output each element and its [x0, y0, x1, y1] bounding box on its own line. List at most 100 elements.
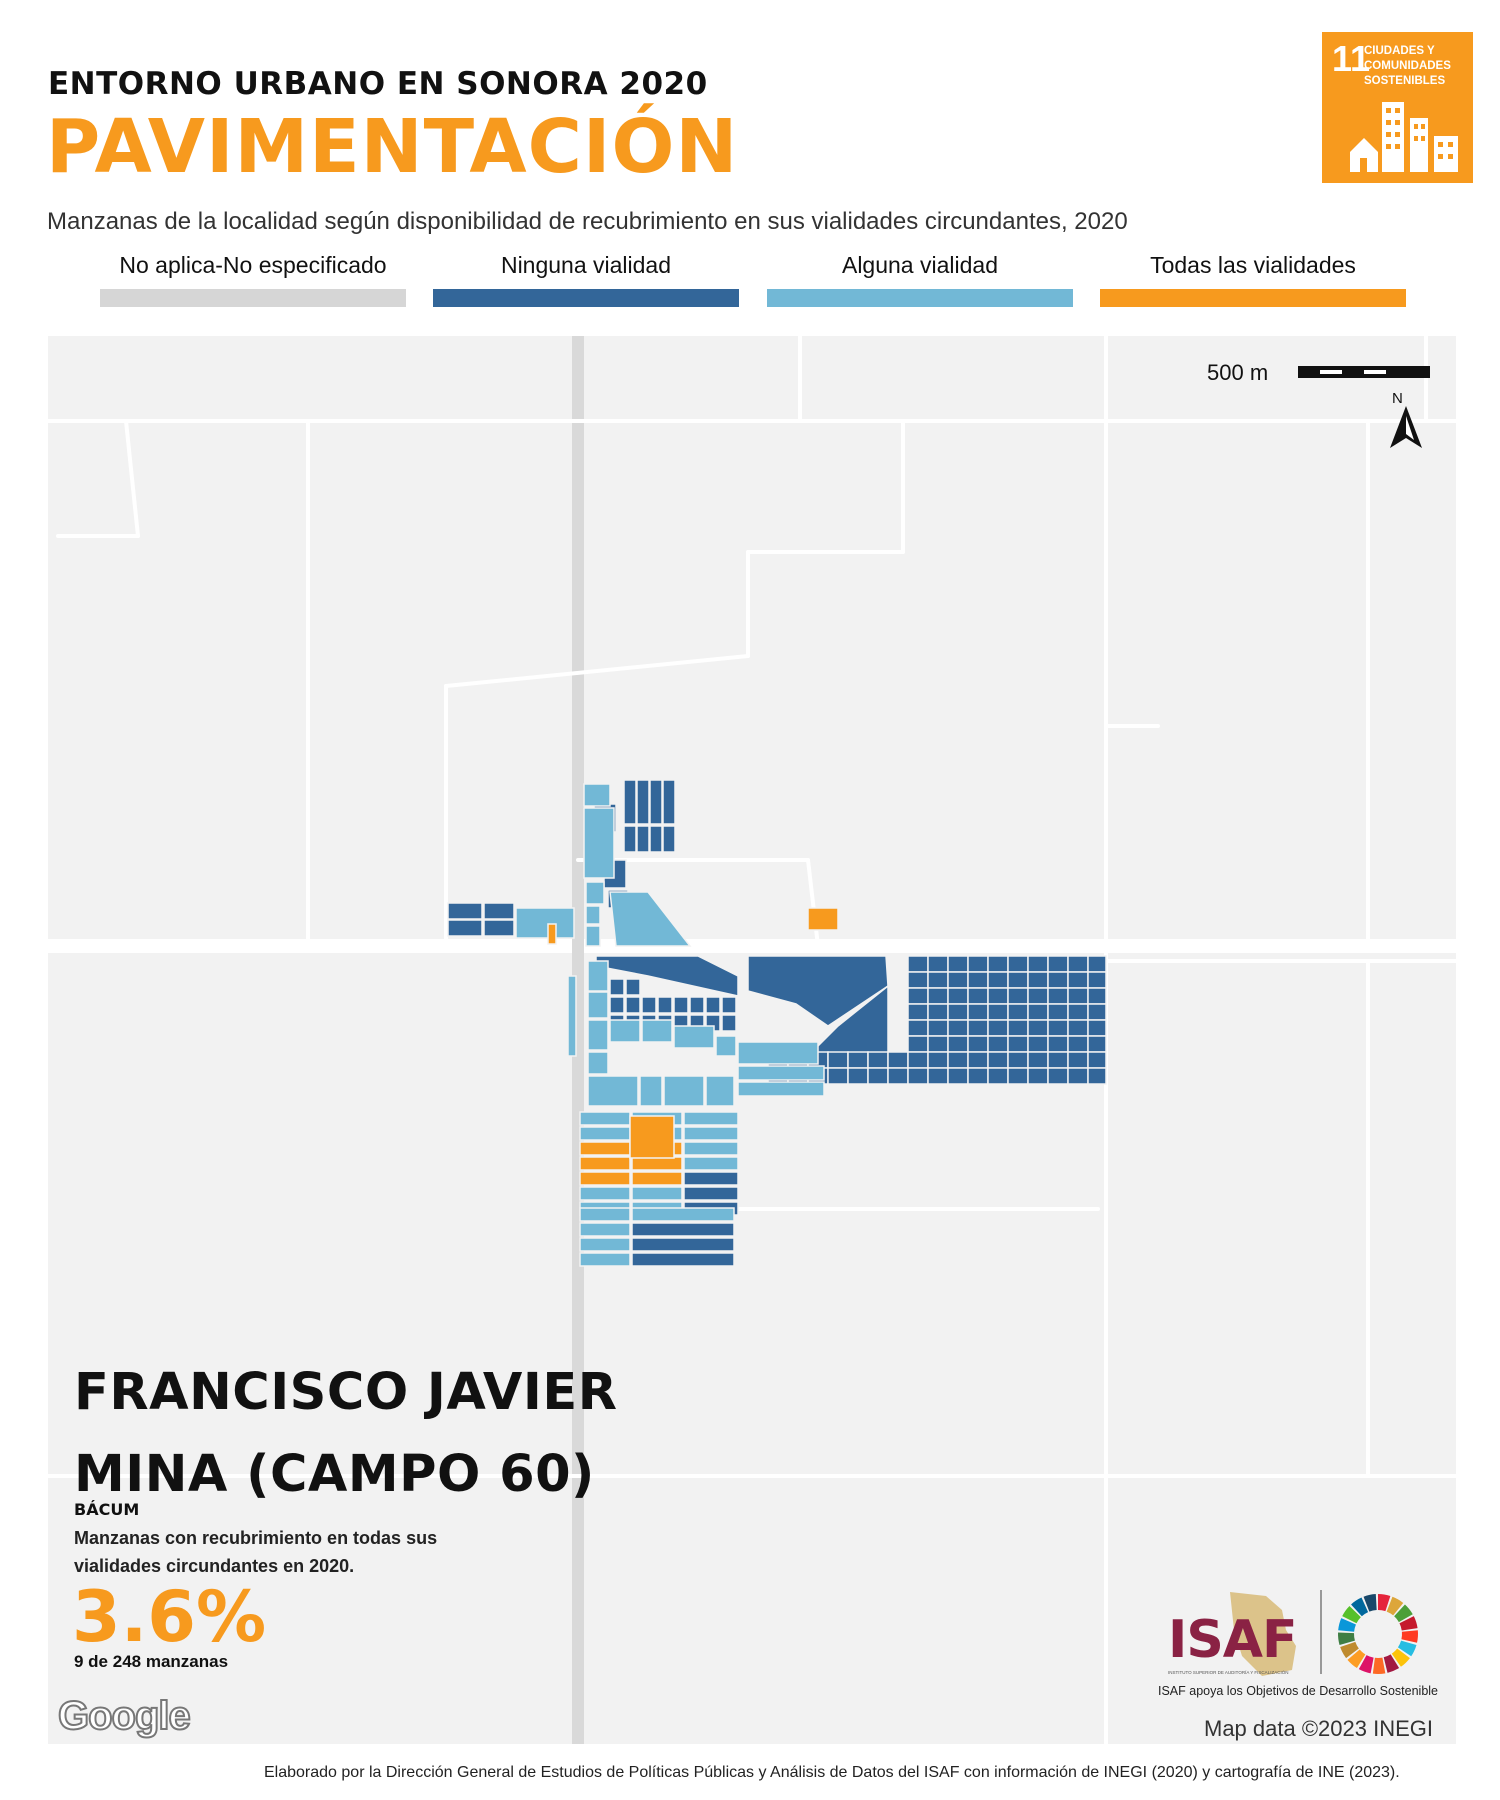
- city-block: [579, 1252, 631, 1267]
- map-panel[interactable]: [48, 336, 1456, 1744]
- city-block: [927, 1003, 949, 1021]
- city-block: [927, 1051, 949, 1069]
- city-block: [1027, 971, 1049, 989]
- city-block: [1067, 987, 1089, 1005]
- city-block: [683, 1141, 739, 1156]
- city-block: [683, 1186, 739, 1201]
- city-block: [947, 1019, 969, 1037]
- city-block: [657, 996, 673, 1014]
- city-block: [1047, 987, 1069, 1005]
- city-block: [579, 1186, 631, 1201]
- city-block: [947, 987, 969, 1005]
- city-block: [987, 955, 1009, 973]
- footer-credits: Elaborado por la Dirección General de Es…: [264, 1764, 1400, 1781]
- city-block: [705, 996, 721, 1014]
- sdg-number: 11: [1332, 38, 1371, 79]
- city-block: [907, 1051, 929, 1069]
- legend-label-todas: Todas las vialidades: [1150, 252, 1356, 278]
- city-block: [1047, 1035, 1069, 1053]
- city-block: [847, 1067, 869, 1085]
- city-block: [1027, 987, 1049, 1005]
- map-attribution: Map data ©2023 INEGI: [1204, 1716, 1434, 1741]
- city-block: [1027, 1067, 1049, 1085]
- blocks-alguna-vialidad: [515, 783, 825, 1107]
- city-block: [947, 1051, 969, 1069]
- legend-label-no-aplica: No aplica-No especificado: [119, 252, 387, 278]
- sdg-wheel-segment: [1358, 1655, 1374, 1674]
- city-block: [907, 1067, 929, 1085]
- city-block: [579, 1171, 631, 1186]
- city-block: [683, 1171, 739, 1186]
- city-block: [641, 996, 657, 1014]
- sdg-wheel-segment: [1372, 1657, 1386, 1674]
- sdg-wheel-segment: [1340, 1641, 1359, 1659]
- city-block: [631, 1207, 735, 1222]
- city-block: [631, 1171, 683, 1186]
- city-block: [1087, 1051, 1107, 1069]
- city-block: [1067, 1003, 1089, 1021]
- city-block: [579, 1126, 631, 1141]
- city-block: [579, 1111, 631, 1126]
- city-block: [967, 1003, 989, 1021]
- city-block: [1087, 1035, 1107, 1053]
- google-logo: Google: [57, 1693, 192, 1739]
- city-block: [907, 1019, 929, 1037]
- city-block: [721, 996, 737, 1014]
- city-block: [1007, 955, 1029, 973]
- city-block: [1047, 1067, 1069, 1085]
- road-network: [48, 336, 1456, 1744]
- city-block: [967, 1019, 989, 1037]
- city-block: [967, 1051, 989, 1069]
- sdg-wheel-segment: [1397, 1640, 1417, 1657]
- map-canvas: [48, 336, 1456, 1744]
- city-block: [1067, 1019, 1089, 1037]
- kpi-value: 3.6%: [72, 1576, 267, 1658]
- page-kicker: ENTORNO URBANO EN SONORA 2020: [48, 66, 708, 102]
- sdg-wheel-segment: [1342, 1605, 1361, 1624]
- city-block: [631, 1252, 735, 1267]
- locality-name: FRANCISCO JAVIER MINA (CAMPO 60): [74, 1363, 618, 1504]
- city-block: [987, 1067, 1009, 1085]
- city-block: [887, 1051, 909, 1069]
- city-block: [927, 971, 949, 989]
- city-block: [1087, 1067, 1107, 1085]
- scale-label: 500 m: [1207, 360, 1269, 385]
- page-title: PAVIMENTACIÓN: [46, 104, 739, 190]
- city-block: [631, 1186, 683, 1201]
- city-block: [947, 1035, 969, 1053]
- city-block: [579, 1222, 631, 1237]
- city-block: [947, 1067, 969, 1085]
- city-block: [1027, 955, 1049, 973]
- city-block: [631, 1237, 735, 1252]
- city-block: [847, 1051, 869, 1069]
- sdg-wheel-segment: [1338, 1618, 1356, 1632]
- legend-swatch-ninguna: [433, 289, 739, 307]
- city-block: [683, 1156, 739, 1171]
- sdg-wheel-segment: [1351, 1597, 1369, 1617]
- city-block: [907, 1035, 929, 1053]
- city-block: [1047, 955, 1069, 973]
- city-block: [629, 1115, 675, 1159]
- city-block: [947, 971, 969, 989]
- sdg-wheel-segment: [1391, 1648, 1410, 1667]
- city-block: [1007, 987, 1029, 1005]
- city-block: [1067, 1035, 1089, 1053]
- legend-label-alguna: Alguna vialidad: [841, 252, 998, 278]
- city-block: [631, 1156, 683, 1171]
- legend-swatch-no-aplica: [100, 289, 406, 307]
- sdg-wheel-segment: [1394, 1604, 1413, 1623]
- city-block: [967, 971, 989, 989]
- sdg-wheel-segment: [1338, 1632, 1355, 1645]
- sdg-wheel-segment: [1399, 1616, 1418, 1631]
- city-block: [947, 1003, 969, 1021]
- city-block: [1047, 1019, 1069, 1037]
- logo-divider: [1320, 1590, 1322, 1674]
- city-block: [579, 1141, 631, 1156]
- city-block: [967, 987, 989, 1005]
- city-block: [625, 996, 641, 1014]
- city-block: [907, 987, 929, 1005]
- sdg-wheel-segment: [1386, 1596, 1404, 1616]
- city-block: [907, 1003, 929, 1021]
- sdg-wheel-segment: [1347, 1649, 1366, 1669]
- city-block: [907, 955, 929, 973]
